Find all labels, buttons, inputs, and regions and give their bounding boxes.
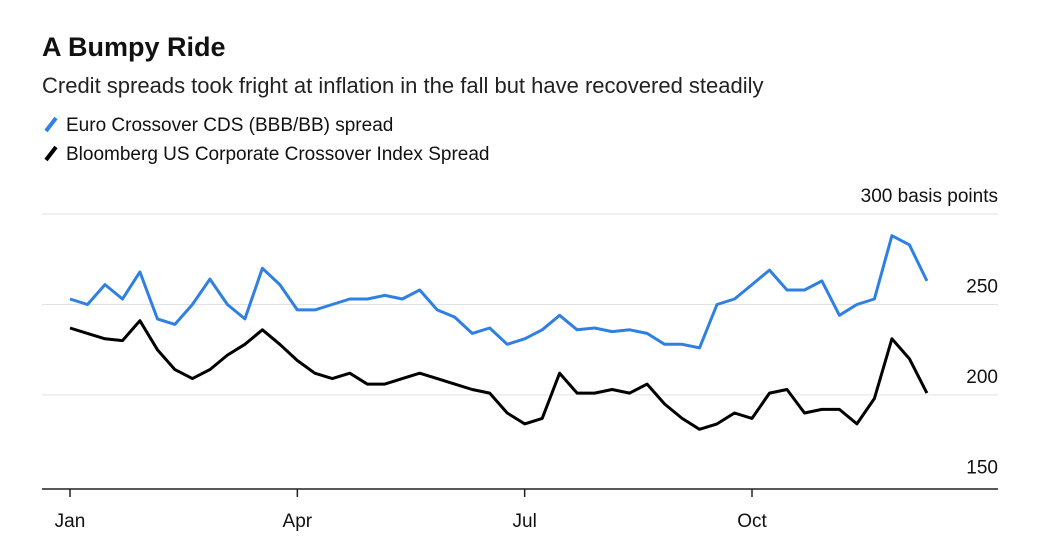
legend-swatch [44,116,58,133]
legend-swatch [44,145,58,162]
x-tick-label: Oct [737,511,767,532]
y-tick-label: 200 [966,367,998,388]
x-tick-label: Jan [55,511,86,532]
legend-label: Bloomberg US Corporate Crossover Index S… [66,144,489,165]
y-tick-label: 300 basis points [861,186,998,207]
chart-subtitle: Credit spreads took fright at inflation … [42,73,764,98]
y-tick-label: 150 [966,457,998,478]
series-line [69,234,929,350]
x-tick-label: Jul [513,511,537,532]
chart-title: A Bumpy Ride [42,32,226,62]
legend-label: Euro Crossover CDS (BBB/BB) spread [66,115,393,136]
y-tick-label: 250 [966,276,998,297]
series-line [69,319,929,431]
x-tick-label: Apr [283,511,313,532]
